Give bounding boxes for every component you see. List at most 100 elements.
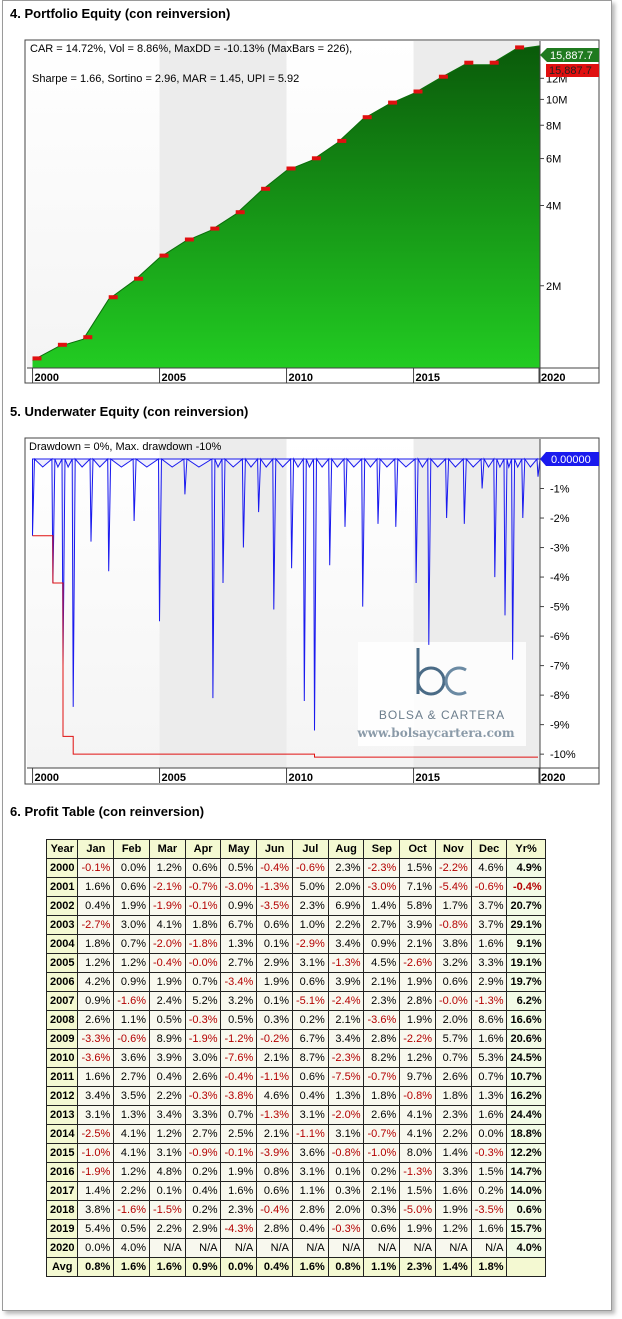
profit-table-cell: 0.6%	[113, 877, 150, 897]
profit-table-cell: -3.8%	[220, 1086, 258, 1106]
logo-name: BOLSA & CARTERA	[379, 708, 505, 722]
profit-table-cell: 0.6%	[256, 1181, 293, 1201]
profit-table-cell: 1.5%	[470, 1162, 508, 1182]
profit-table-cell: 1.5%	[399, 1181, 436, 1201]
profit-table-cell: -2.2%	[399, 1029, 436, 1049]
profit-table-cell: -0.6%	[113, 1029, 150, 1049]
profit-table-cell: 3.4%	[327, 934, 365, 954]
profit-table-cell: 3.3%	[470, 953, 508, 973]
profit-table-cell: N/A	[148, 1238, 186, 1258]
equity-y-tick-label: 6M	[546, 154, 561, 166]
profit-table-cell: 3.1%	[291, 1105, 329, 1125]
profit-table-cell: -1.6%	[113, 1200, 150, 1220]
profit-table-header-cell: Yr%	[506, 839, 546, 859]
profit-table-year-cell: 2020	[45, 1238, 79, 1258]
underwater-y-tick-label: -3%	[550, 543, 570, 555]
profit-table-cell: 1.2%	[113, 1162, 150, 1182]
profit-table-cell: 1.6%	[77, 877, 115, 897]
profit-table-cell: 2.1%	[256, 1124, 293, 1144]
profit-table-cell: 0.7%	[113, 934, 150, 954]
profit-table-cell: 1.2%	[434, 1219, 472, 1239]
profit-table-cell: 1.6%	[470, 1219, 508, 1239]
equity-drawdown-mark	[261, 186, 271, 191]
profit-table-cell: 0.5%	[148, 1010, 186, 1030]
profit-table-cell: 2.5%	[220, 1124, 258, 1144]
profit-table-cell: -1.9%	[184, 1029, 222, 1049]
underwater-x-tick-label: 2005	[162, 772, 186, 784]
profit-table-year-cell: 2018	[45, 1200, 79, 1220]
underwater-last-value-badge	[540, 452, 599, 466]
underwater-x-tick-label: 2010	[289, 772, 313, 784]
profit-table-cell: 4.1%	[148, 915, 186, 935]
profit-table-cell: 3.1%	[291, 953, 329, 973]
profit-table-cell: -2.0%	[327, 1105, 365, 1125]
profit-table-row: 2008 2.6% 1.1% 0.5% -0.3% 0.5% 0.3% 0.2% 2.1% -3.…	[45, 1010, 546, 1030]
profit-table-cell: 2.2%	[148, 1219, 186, 1239]
profit-table-avg-cell: 0.8%	[77, 1257, 115, 1277]
profit-table-cell: 0.2%	[184, 1162, 222, 1182]
profit-table-header-cell: Feb	[113, 839, 150, 859]
profit-table-cell: -0.9%	[184, 1143, 222, 1163]
profit-table-cell: N/A	[256, 1238, 293, 1258]
profit-table-cell: -3.6%	[77, 1048, 115, 1068]
profit-table-cell: 2.6%	[434, 1067, 472, 1087]
profit-table-year-cell: 2007	[45, 991, 79, 1011]
profit-table-cell: 2.8%	[291, 1200, 329, 1220]
profit-table-cell: 1.4%	[434, 1143, 472, 1163]
equity-x-tick-label: 2015	[416, 372, 440, 384]
equity-annotation-line1: CAR = 14.72%, Vol = 8.86%, MaxDD = -10.1…	[30, 43, 352, 55]
profit-table-cell: 0.1%	[148, 1181, 186, 1201]
profit-table-row: 2007 0.9% -1.6% 2.4% 5.2% 3.2% 0.1% -5.1% -2.4% 2…	[45, 991, 546, 1011]
profit-table-cell: -1.8%	[184, 934, 222, 954]
profit-table-cell: 24.4%	[506, 1105, 546, 1125]
profit-table-cell: -5.0%	[399, 1200, 436, 1220]
profit-table-header-cell: Year	[45, 839, 79, 859]
profit-table-year-cell: 2011	[45, 1067, 79, 1087]
underwater-y-tick-label: -9%	[550, 720, 570, 732]
profit-table-avg-cell: 1.4%	[434, 1257, 472, 1277]
equity-last-value-badge	[540, 48, 599, 62]
equity-x-axis: 2000 2005 2010 2015 2020	[32, 368, 565, 384]
profit-table-cell: 0.1%	[256, 991, 293, 1011]
profit-table-cell: 0.6%	[434, 972, 472, 992]
profit-table-cell: 2.4%	[148, 991, 186, 1011]
profit-table-cell: 0.1%	[256, 934, 293, 954]
profit-table-cell: 0.7%	[470, 1067, 508, 1087]
profit-table-cell: -1.9%	[148, 896, 186, 916]
profit-table-avg-cell: 1.6%	[148, 1257, 186, 1277]
profit-table-cell: 5.0%	[291, 877, 329, 897]
profit-table-cell: -0.0%	[184, 953, 222, 973]
profit-table-cell: -2.7%	[77, 915, 115, 935]
profit-table-cell: 4.9%	[506, 858, 546, 878]
profit-table-cell: 3.1%	[327, 1124, 365, 1144]
profit-table-cell: 1.2%	[113, 953, 150, 973]
underwater-x-axis: 2000 2005 2010 2015 2020	[32, 768, 565, 784]
profit-table-cell: 1.3%	[470, 1086, 508, 1106]
underwater-y-tick-label: -4%	[550, 572, 570, 584]
profit-table-row: 2003 -2.7% 3.0% 4.1% 1.8% 6.7% 0.6% 1.0% 2.2% 2.7…	[45, 915, 546, 935]
profit-table-cell: 4.5%	[363, 953, 401, 973]
profit-table-cell: 3.3%	[184, 1105, 222, 1125]
profit-table-cell: 3.8%	[434, 934, 472, 954]
bolsaycartera-logo: BOLSA & CARTERA www.bolsaycartera.com	[356, 642, 526, 746]
profit-table-cell: -3.3%	[77, 1029, 115, 1049]
profit-table-avg-label: Avg	[45, 1257, 79, 1277]
profit-table-cell: 1.6%	[470, 1105, 508, 1125]
profit-table-header-cell: Mar	[148, 839, 186, 859]
profit-table-cell: 0.3%	[363, 1200, 401, 1220]
equity-x-tick-label: 2010	[289, 372, 313, 384]
profit-table-cell: 0.4%	[291, 1219, 329, 1239]
underwater-y-tick-label: -8%	[550, 690, 570, 702]
profit-table-cell: 4.1%	[113, 1143, 150, 1163]
profit-table-avg-cell: 1.6%	[113, 1257, 150, 1277]
profit-table-cell: 14.7%	[506, 1162, 546, 1182]
profit-table-body: 2000 -0.1% 0.0% 1.2% 0.6% 0.5% -0.4% -0.6% 2.3% -…	[45, 858, 546, 1277]
profit-table-cell: 16.2%	[506, 1086, 546, 1106]
equity-annotation-line2: Sharpe = 1.66, Sortino = 2.96, MAR = 1.4…	[32, 73, 299, 85]
profit-table-cell: 1.6%	[434, 1181, 472, 1201]
profit-table-cell: 1.8%	[434, 1086, 472, 1106]
profit-table-cell: 1.9%	[434, 1200, 472, 1220]
profit-table-cell: 2.9%	[184, 1219, 222, 1239]
profit-table-cell: -7.5%	[327, 1067, 365, 1087]
